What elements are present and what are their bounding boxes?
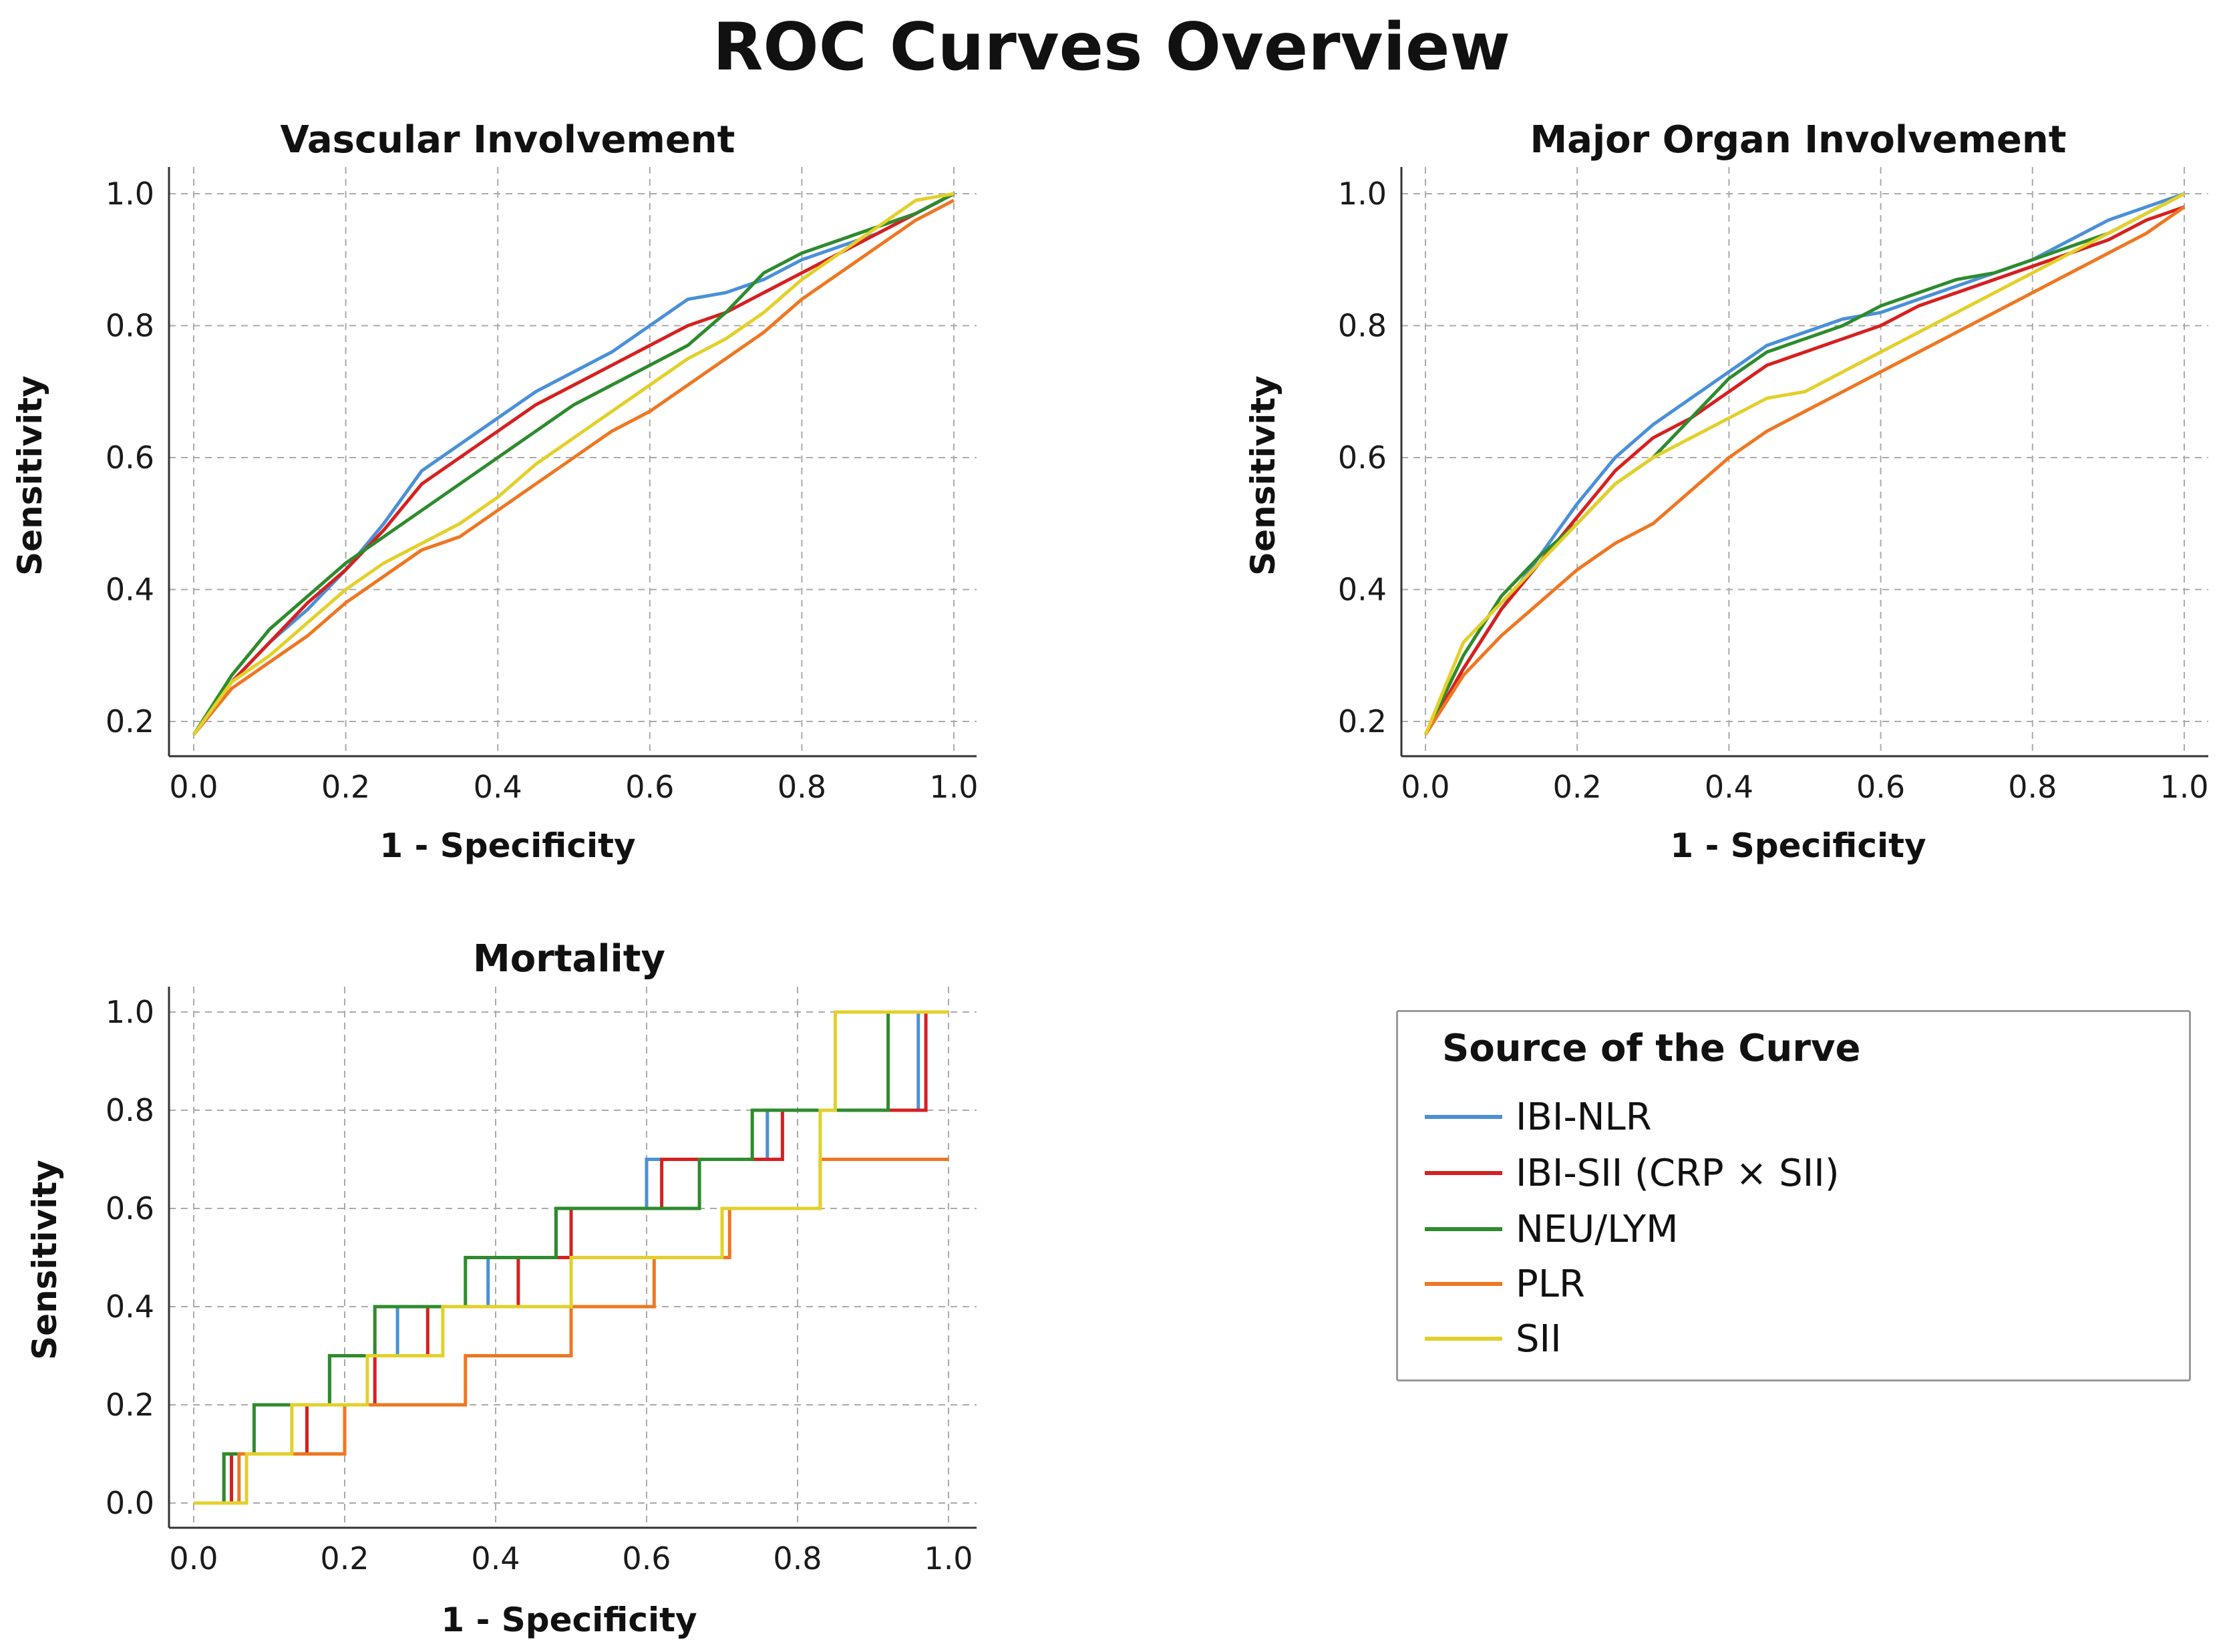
x-tick-label: 0.0	[169, 769, 218, 805]
y-tick-label: 0.4	[1338, 572, 1387, 608]
legend-swatch	[1425, 1227, 1502, 1231]
x-tick-label: 0.6	[1856, 769, 1905, 805]
legend-item-ibi-nlr: IBI-NLR	[1425, 1094, 1652, 1140]
y-tick-label: 0.4	[106, 1289, 154, 1325]
x-axis-label: 1 - Specificity	[441, 1601, 697, 1639]
series-line-sii	[1423, 192, 2186, 735]
legend-item-ibi-sii: IBI-SII (CRP × SII)	[1425, 1150, 1840, 1196]
y-axis-label: Sensitivity	[11, 375, 49, 576]
legend: Source of the Curve IBI-NLR IBI-SII (CRP…	[1396, 1010, 2191, 1381]
y-tick-label: 0.8	[106, 1092, 154, 1128]
legend-label: NEU/LYM	[1516, 1207, 1679, 1251]
y-tick-label: 0.2	[106, 703, 154, 739]
y-tick-label: 0.6	[1338, 440, 1387, 476]
y-tick-label: 0.6	[106, 440, 154, 476]
x-tick-label: 1.0	[924, 1540, 973, 1577]
x-tick-label: 0.0	[1401, 769, 1449, 805]
legend-item-sii: SII	[1425, 1315, 1562, 1362]
legend-label: PLR	[1516, 1262, 1585, 1306]
y-tick-label: 0.8	[1338, 308, 1387, 344]
x-tick-label: 0.2	[320, 1540, 369, 1577]
y-tick-label: 0.4	[106, 572, 154, 608]
page-title: ROC Curves Overview	[712, 9, 1511, 86]
x-tick-label: 0.0	[169, 1540, 218, 1577]
series-line-neu-lym	[192, 192, 955, 736]
chart-title: Mortality	[473, 937, 665, 981]
legend-label: IBI-SII (CRP × SII)	[1516, 1151, 1840, 1195]
x-tick-label: 0.6	[625, 769, 674, 805]
chart-panel-3: 0.0 0.2 0.4 0.6 0.8 1.0 0.0 0.2 0.4 0.6 0.8 1.0 Mort…	[25, 937, 977, 1639]
legend-label: SII	[1516, 1317, 1562, 1361]
x-tick-label: 0.8	[778, 769, 826, 805]
series-line-ibi-sii-crp-sii	[1423, 205, 2185, 736]
chart-panel-1: 0.0 0.2 0.4 0.6 0.8 1.0 0.2 0.4 0.6 0.8 1.0 Vascula…	[11, 118, 979, 865]
legend-swatch	[1425, 1115, 1502, 1119]
x-tick-label: 0.8	[773, 1540, 822, 1577]
y-tick-label: 0.2	[106, 1387, 154, 1423]
x-tick-label: 1.0	[2160, 769, 2208, 805]
series-line-ibi-nlr	[1423, 192, 2185, 736]
series-line-neu-lym	[194, 1010, 949, 1505]
y-axis-label: Sensitivity	[1244, 375, 1282, 576]
x-tick-label: 0.6	[622, 1540, 671, 1577]
x-tick-label: 0.8	[2008, 769, 2057, 805]
legend-label: IBI-NLR	[1516, 1095, 1652, 1139]
y-tick-label: 0.6	[106, 1190, 154, 1226]
x-axis-label: 1 - Specificity	[379, 826, 635, 865]
x-tick-label: 0.4	[1705, 769, 1753, 805]
legend-swatch	[1425, 1171, 1502, 1175]
series-line-ibi-sii-crp-sii	[194, 1010, 949, 1505]
chart-title: Major Organ Involvement	[1530, 118, 2066, 162]
y-tick-label: 0.0	[106, 1485, 154, 1521]
y-tick-label: 1.0	[1338, 176, 1387, 212]
y-tick-label: 1.0	[106, 176, 154, 212]
x-tick-label: 0.4	[471, 1540, 520, 1577]
legend-title: Source of the Curve	[1442, 1027, 1861, 1070]
legend-item-plr: PLR	[1425, 1261, 1585, 1307]
chart-panel-2: 0.0 0.2 0.4 0.6 0.8 1.0 0.2 0.4 0.6 0.8 1.0 Major O…	[1244, 118, 2209, 865]
x-tick-label: 0.2	[1553, 769, 1602, 805]
series-line-sii	[194, 1010, 949, 1505]
chart-title: Vascular Involvement	[281, 118, 735, 162]
legend-item-neu-lym: NEU/LYM	[1425, 1206, 1678, 1253]
series-line-ibi-nlr	[192, 192, 955, 736]
x-tick-label: 1.0	[929, 769, 978, 805]
y-tick-label: 0.8	[106, 308, 154, 344]
series-line-sii	[192, 192, 955, 736]
legend-swatch	[1425, 1282, 1502, 1286]
x-tick-label: 0.2	[321, 769, 370, 805]
y-axis-label: Sensitivity	[25, 1160, 64, 1360]
x-tick-label: 0.4	[474, 769, 522, 805]
y-tick-label: 0.2	[1338, 703, 1387, 739]
series-line-plr	[1423, 205, 2186, 736]
legend-swatch	[1425, 1337, 1502, 1341]
y-tick-label: 1.0	[106, 994, 154, 1030]
series-line-ibi-sii-crp-sii	[192, 192, 955, 736]
series-line-neu-lym	[1423, 192, 2186, 735]
x-axis-label: 1 - Specificity	[1670, 826, 1926, 865]
series-line-plr	[192, 198, 955, 736]
